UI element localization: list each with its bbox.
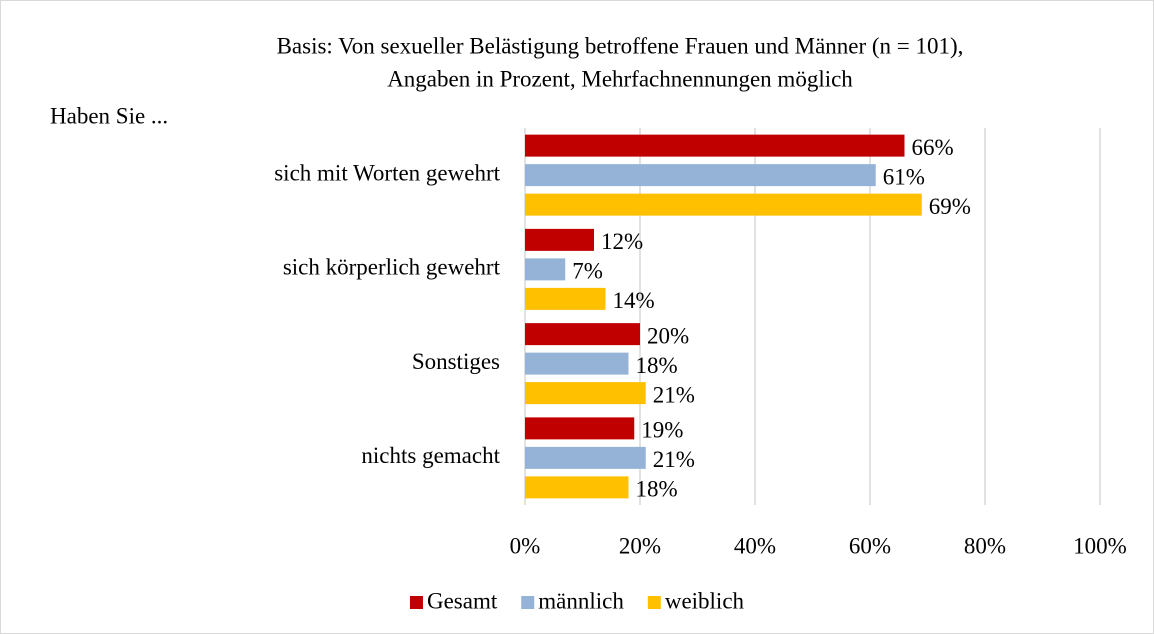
y-axis-label: Haben Sie ... [50, 103, 168, 128]
data-label: 69% [929, 194, 971, 219]
legend-label: Gesamt [427, 588, 498, 613]
data-label: 19% [641, 418, 683, 443]
bar [525, 134, 905, 157]
y-tick-label: Sonstiges [412, 349, 500, 374]
bar [525, 193, 922, 216]
bar [525, 382, 646, 405]
bar [525, 352, 629, 375]
legend-swatch [409, 596, 423, 609]
data-label: 12% [601, 229, 643, 254]
data-label: 18% [636, 477, 678, 502]
data-label: 20% [647, 323, 689, 348]
legend-swatch [647, 596, 661, 609]
chart-title: Angaben in Prozent, Mehrfachnennungen mö… [387, 66, 853, 91]
data-label: 61% [883, 164, 925, 189]
x-tick-label: 60% [849, 533, 891, 558]
data-label: 21% [653, 382, 695, 407]
x-tick-label: 100% [1073, 533, 1127, 558]
chart-title: Basis: Von sexueller Belästigung betroff… [277, 33, 964, 58]
data-label: 66% [912, 135, 954, 160]
x-tick-label: 0% [510, 533, 541, 558]
y-tick-label: sich körperlich gewehrt [283, 255, 501, 280]
legend-swatch [521, 596, 535, 609]
y-tick-label: sich mit Worten gewehrt [274, 160, 500, 185]
x-tick-label: 40% [734, 533, 776, 558]
x-tick-label: 20% [619, 533, 661, 558]
x-tick-label: 80% [964, 533, 1006, 558]
legend-label: weiblich [665, 588, 745, 613]
data-label: 14% [613, 288, 655, 313]
bar [525, 258, 566, 281]
data-label: 18% [636, 353, 678, 378]
y-tick-label: nichts gemacht [361, 443, 500, 468]
bar [525, 417, 635, 440]
bar [525, 228, 594, 251]
data-label: 7% [572, 259, 603, 284]
bar [525, 446, 646, 469]
legend-label: männlich [538, 588, 624, 613]
bar [525, 287, 606, 310]
bar [525, 323, 640, 346]
data-label: 21% [653, 447, 695, 472]
bar [525, 164, 876, 187]
bar [525, 476, 629, 499]
